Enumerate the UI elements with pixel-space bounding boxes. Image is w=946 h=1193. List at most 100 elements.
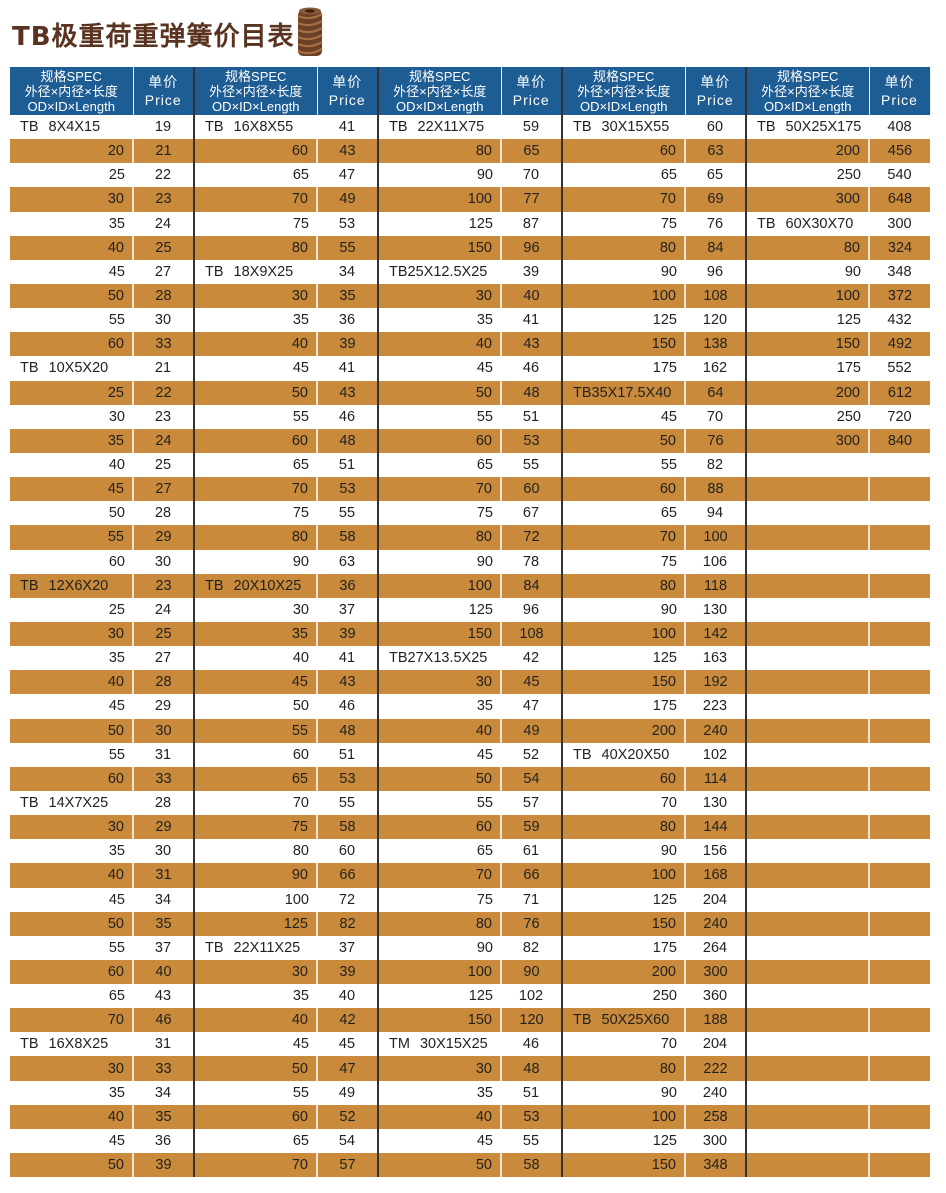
price-cell: 22	[133, 380, 195, 405]
price-cell: 52	[317, 1104, 379, 1129]
spec-cell: 45	[108, 891, 125, 908]
table-row: 55 29 80 58 80 72 70 100	[10, 525, 930, 550]
spec-cell: 45	[476, 360, 493, 377]
price-cell: 46	[317, 404, 379, 429]
spec-cell	[746, 766, 870, 791]
spec-cell: 40	[108, 457, 125, 474]
spec-cell: 100	[746, 283, 870, 309]
price-cell: 432	[887, 312, 912, 329]
price-cell	[869, 1081, 930, 1105]
table-row: 55 37 TB 22X11X25 37 90 82 175 264	[10, 935, 930, 960]
table-row: 35 34 55 49 35 51 90 240	[10, 1080, 930, 1105]
price-column-header: 单价 Price	[317, 67, 379, 115]
price-cell	[869, 888, 930, 912]
price-cell	[869, 815, 930, 840]
spec-cell: 30	[108, 408, 125, 425]
spec-cell: 35	[108, 1084, 125, 1101]
price-table: 规格SPEC 外径×内径×长度 OD×ID×Length 单价 Price 规格SPEC 外…	[10, 67, 931, 1178]
table-row: 40 25 80 55 150 96 80 84 80 324	[10, 235, 930, 260]
price-cell: 61	[501, 839, 563, 864]
table-row: 45 29 50 46 35 47 175 223	[10, 694, 930, 719]
spec-cell: 90	[844, 263, 861, 280]
price-cell: 130	[685, 790, 747, 816]
spec-cell: 90	[194, 863, 318, 888]
price-cell: 82	[501, 935, 563, 960]
price-cell: 59	[501, 115, 563, 140]
spec-cell: 125	[194, 911, 318, 936]
price-cell	[869, 453, 930, 477]
price-cell: 53	[317, 477, 379, 502]
spec-cell	[746, 670, 870, 695]
table-row: 50 28 30 35 30 40 100 108 100 372	[10, 283, 930, 309]
price-cell: 36	[317, 573, 379, 598]
spec-cell: 200	[562, 718, 686, 743]
spec-cell: 75	[660, 215, 677, 232]
price-cell: 102	[501, 984, 563, 1009]
spec-column-header: 规格SPEC 外径×内径×长度 OD×ID×Length	[378, 67, 502, 115]
price-cell: 39	[133, 1153, 195, 1178]
price-cell: 223	[685, 694, 747, 719]
spec-cell: 40	[194, 1008, 318, 1033]
spec-cell	[746, 501, 869, 525]
spec-cell: 60	[562, 477, 686, 502]
price-cell: 35	[133, 911, 195, 936]
price-cell: 29	[133, 815, 195, 840]
price-cell: 25	[133, 621, 195, 647]
spec-cell: 60	[10, 332, 134, 357]
price-cell: 360	[685, 984, 747, 1009]
spec-cell: 200	[746, 380, 870, 405]
price-cell: 35	[317, 283, 379, 309]
spec-cell: 45	[108, 1132, 125, 1149]
price-cell: 25	[133, 235, 195, 260]
price-column-header: 单价 Price	[133, 67, 195, 115]
spec-cell: 45	[476, 1132, 493, 1149]
spec-cell: 75	[194, 815, 318, 840]
spec-cell: 45	[10, 477, 134, 502]
price-cell: 49	[317, 187, 379, 212]
spec-cell: 50	[194, 380, 318, 405]
spec-cell: 50	[10, 718, 134, 743]
price-cell: 42	[501, 646, 563, 671]
spec-cell	[746, 863, 870, 888]
price-cell	[869, 646, 930, 670]
spec-cell: 50	[562, 428, 686, 453]
spec-cell: 50	[292, 698, 309, 715]
spec-cell: 175	[652, 360, 677, 377]
price-column-header: 单价 Price	[501, 67, 563, 115]
spec-cell: TB 22X11X25	[205, 939, 301, 956]
spec-cell: 40	[378, 1104, 502, 1129]
price-cell: 33	[133, 1056, 195, 1081]
price-cell: 23	[133, 187, 195, 212]
price-cell: 58	[317, 525, 379, 550]
price-cell: 162	[685, 356, 747, 381]
spec-cell: 50	[10, 1153, 134, 1178]
spec-cell: 25	[108, 601, 125, 618]
spec-cell: 100	[562, 863, 686, 888]
price-cell: 100	[685, 525, 747, 550]
price-cell: 63	[317, 549, 379, 574]
price-cell: 21	[133, 139, 195, 164]
price-cell: 96	[685, 259, 747, 284]
price-cell: 222	[685, 1056, 747, 1081]
price-cell	[869, 839, 930, 863]
price-cell: 41	[317, 646, 379, 671]
spec-cell: TB 18X9X25	[205, 263, 294, 280]
spec-cell: 30	[378, 1056, 502, 1081]
price-cell: 106	[685, 549, 747, 574]
spec-cell: 30	[194, 959, 318, 985]
price-cell: 144	[685, 815, 747, 840]
table-row: 45 27 70 53 70 60 60 88	[10, 477, 930, 502]
spec-cell: 50	[378, 380, 502, 405]
price-cell: 48	[317, 718, 379, 743]
spec-cell: 60	[194, 1104, 318, 1129]
price-cell: 53	[501, 428, 563, 453]
price-cell: 48	[317, 428, 379, 453]
spec-cell	[746, 477, 870, 502]
table-row: 20 21 60 43 80 65 60 63 200 456	[10, 139, 930, 164]
price-cell: 40	[501, 283, 563, 309]
table-row: 50 28 75 55 75 67 65 94	[10, 501, 930, 526]
price-cell: 88	[685, 477, 747, 502]
price-cell: 82	[317, 911, 379, 936]
spec-cell: 125	[652, 1132, 677, 1149]
spec-cell: 55	[108, 312, 125, 329]
